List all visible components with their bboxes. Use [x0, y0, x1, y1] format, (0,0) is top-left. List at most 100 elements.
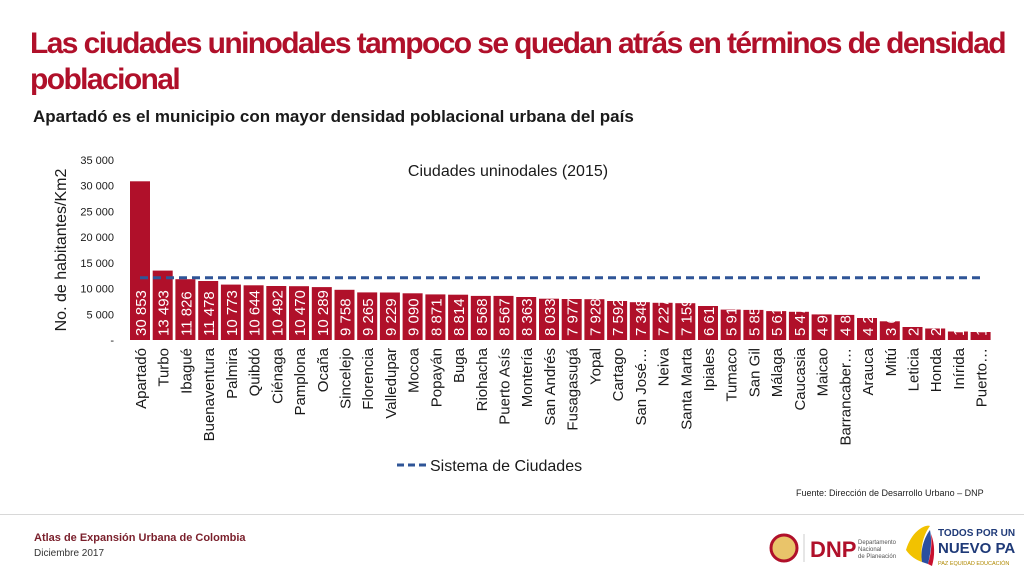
bar-value-label: 9 229	[383, 298, 400, 336]
bar-value-label: 5 850	[746, 298, 763, 336]
x-tick-label: San Gil	[746, 348, 763, 397]
bar	[539, 298, 559, 340]
bar	[652, 302, 673, 340]
x-tick-label: Yopal	[587, 348, 604, 385]
coat-of-arms-icon	[769, 533, 799, 563]
bar	[834, 314, 855, 340]
y-tick-label: 10 000	[80, 284, 114, 296]
bar-value-label: 8 568	[474, 298, 491, 336]
bar-value-label: 1 649	[951, 298, 968, 336]
x-tick-label: Fusagasugá	[565, 347, 582, 430]
bar	[788, 311, 809, 340]
dnp-logo-text-2: Nacional	[858, 547, 881, 553]
x-tick-label: Neiva	[656, 347, 673, 386]
y-tick-label: 20 000	[80, 232, 114, 244]
x-tick-label: Montería	[519, 347, 536, 407]
bar	[311, 287, 332, 340]
bar-value-label: 7 227	[656, 298, 673, 336]
bar-value-label: 8 814	[451, 298, 468, 336]
x-tick-label: Mocoa	[406, 347, 423, 393]
todos-logo-line-2: NUEVO PAÍS	[938, 540, 1016, 557]
x-tick-label: Honda	[928, 347, 945, 392]
x-tick-label: Málaga	[769, 347, 786, 397]
bar	[925, 328, 946, 340]
bar	[266, 286, 287, 340]
bar-value-label: 5 618	[769, 298, 786, 336]
colombia-flag-icon	[906, 525, 930, 562]
x-tick-label: Puerto Asís	[497, 348, 514, 425]
bar-value-label: 2 519	[906, 298, 923, 336]
bar-value-label: 7 159	[678, 298, 695, 336]
footer-date: Diciembre 2017	[34, 548, 105, 559]
bar-value-label: 9 090	[406, 298, 423, 336]
y-tick-label: -	[110, 335, 114, 347]
bar-value-label: 5 474	[792, 298, 809, 336]
x-tick-label: Ciénaga	[269, 347, 286, 404]
bar	[698, 306, 718, 340]
bar-value-label: 11 478	[201, 291, 218, 336]
x-tick-label: Pamplona	[292, 347, 309, 415]
bar-value-label: 10 644	[247, 290, 264, 336]
source-note: Fuente: Dirección de Desarrollo Urbano –…	[796, 488, 984, 498]
bar-value-label: 8 567	[497, 298, 514, 336]
bar	[516, 297, 537, 340]
bar-value-label: 7 592	[610, 298, 627, 336]
bar	[130, 181, 150, 340]
dnp-logo-text-1: Departamento	[858, 540, 897, 546]
bar	[175, 279, 196, 340]
bar-value-label: 7 928	[587, 298, 604, 336]
bar	[811, 314, 832, 340]
x-tick-label: Arauca	[860, 347, 877, 395]
bar	[220, 284, 241, 340]
bar-value-label: 2 228	[928, 298, 945, 336]
bar	[198, 281, 219, 340]
bar	[357, 292, 378, 340]
x-tick-label: Valledupar	[383, 348, 400, 419]
x-tick-label: Leticia	[906, 347, 923, 391]
x-tick-label: Popayán	[428, 348, 445, 407]
chart-legend: Sistema de Ciudades	[397, 458, 582, 475]
bar-value-label: 13 493	[156, 290, 173, 336]
bar-value-label: 7 348	[633, 298, 650, 336]
bar-value-label: 3 635	[883, 298, 900, 336]
todos-logo-line-1: TODOS POR UN	[938, 528, 1015, 539]
chart-title: Ciudades uninodales (2015)	[408, 163, 608, 180]
x-tick-label: San Andrés	[542, 348, 559, 426]
y-axis-label: No. de habitantes/Km2	[53, 169, 70, 332]
x-tick-label: Buga	[451, 347, 468, 383]
x-tick-label: Ocaña	[315, 347, 332, 392]
todos-logo-line-3: PAZ EQUIDAD EDUCACIÓN	[938, 560, 1009, 567]
bar	[493, 295, 514, 340]
x-tick-label: Buenaventura	[201, 347, 218, 441]
x-tick-label: San José…	[633, 348, 650, 426]
x-tick-label: Apartadó	[133, 348, 150, 409]
bar-chart: Ciudades uninodales (2015) No. de habita…	[53, 155, 991, 475]
dnp-logo-text-3: de Planeación	[858, 554, 896, 560]
bar	[947, 331, 968, 340]
bar	[879, 321, 900, 340]
bar	[675, 303, 696, 340]
x-tick-label: Florencia	[360, 347, 377, 409]
bar-value-label: 30 853	[133, 290, 150, 336]
x-tick-label: Sincelejo	[338, 348, 355, 409]
bar	[448, 294, 469, 340]
dnp-logo-name: DNP	[810, 537, 856, 562]
x-tick-label: Cartago	[610, 348, 627, 401]
page-title: Las ciudades uninodales tampoco se queda…	[30, 27, 1007, 96]
bar-value-label: 10 470	[292, 290, 309, 336]
bar	[152, 270, 173, 340]
x-tick-label: Maicao	[815, 348, 832, 396]
x-tick-label: Turbo	[156, 348, 173, 387]
bar-value-label: 4 974	[815, 298, 832, 336]
x-tick-label: Ibagué	[178, 348, 195, 394]
bar	[334, 289, 355, 340]
bar	[584, 299, 605, 340]
bar	[289, 286, 309, 340]
x-tick-label: Mitú	[883, 348, 900, 376]
bar-value-label: 11 826	[178, 291, 195, 336]
bar-value-label: 8 363	[519, 298, 536, 336]
y-tick-label: 30 000	[80, 181, 114, 193]
bar	[743, 309, 764, 340]
footer-title: Atlas de Expansión Urbana de Colombia	[34, 532, 246, 544]
x-tick-label: Santa Marta	[678, 347, 695, 429]
